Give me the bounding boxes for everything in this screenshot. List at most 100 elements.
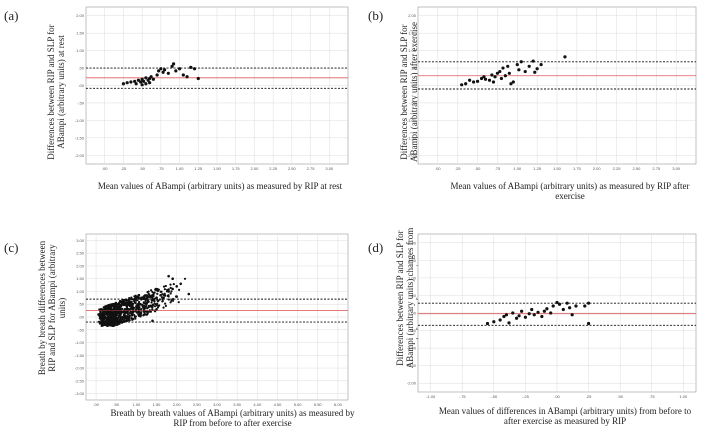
data-point bbox=[149, 75, 153, 79]
data-point bbox=[511, 311, 515, 315]
y-tick-label: -1.00 bbox=[407, 346, 417, 351]
y-tick-label: -1.00 bbox=[75, 118, 85, 123]
data-point bbox=[109, 323, 113, 327]
data-point bbox=[114, 313, 118, 316]
data-point bbox=[103, 323, 106, 327]
data-point bbox=[531, 59, 535, 63]
data-point bbox=[105, 313, 109, 316]
data-point bbox=[133, 79, 137, 83]
x-tick-label: 6.00 bbox=[334, 402, 343, 407]
x-tick-label: 1.50 bbox=[553, 166, 562, 171]
data-point bbox=[532, 313, 536, 317]
data-point bbox=[151, 294, 154, 297]
y-tick-label: -1.00 bbox=[75, 340, 85, 345]
x-tick-label: 4.00 bbox=[253, 402, 262, 407]
data-point bbox=[134, 82, 138, 86]
data-point bbox=[509, 82, 513, 86]
data-point bbox=[519, 60, 523, 64]
data-point bbox=[142, 79, 146, 83]
data-point bbox=[140, 307, 143, 311]
data-point bbox=[142, 314, 145, 317]
data-point bbox=[137, 310, 141, 313]
y-tick-label: -.50 bbox=[409, 328, 417, 333]
x-tick-label: .25 bbox=[121, 166, 127, 171]
data-point bbox=[117, 319, 120, 322]
data-point bbox=[181, 73, 185, 77]
data-point bbox=[570, 313, 574, 317]
data-point bbox=[147, 292, 150, 296]
data-point bbox=[110, 314, 114, 318]
data-point bbox=[167, 298, 171, 301]
data-point bbox=[158, 298, 161, 301]
data-point bbox=[130, 306, 134, 309]
data-point bbox=[144, 76, 148, 80]
data-point bbox=[154, 302, 157, 306]
data-point bbox=[520, 309, 524, 313]
data-point bbox=[157, 299, 160, 303]
x-tick-label: 1.25 bbox=[533, 166, 542, 171]
panel-letter-d: (d) bbox=[368, 240, 384, 255]
data-point bbox=[145, 294, 148, 297]
x-tick-label: .50 bbox=[475, 166, 481, 171]
data-point bbox=[133, 313, 136, 317]
data-point bbox=[162, 285, 166, 288]
data-point bbox=[113, 315, 116, 318]
data-point bbox=[130, 304, 133, 307]
data-point bbox=[127, 303, 130, 306]
data-point bbox=[485, 321, 490, 326]
data-point bbox=[155, 73, 159, 77]
data-point bbox=[501, 66, 505, 70]
data-point bbox=[169, 286, 172, 289]
data-point bbox=[116, 307, 119, 310]
x-tick-label: .50 bbox=[617, 394, 623, 399]
data-point bbox=[145, 305, 148, 308]
data-point bbox=[170, 64, 174, 68]
data-point bbox=[121, 307, 124, 311]
data-point bbox=[169, 301, 172, 304]
data-point bbox=[156, 306, 160, 309]
data-point bbox=[104, 305, 108, 308]
data-point bbox=[147, 310, 151, 313]
data-point bbox=[137, 314, 140, 317]
data-point bbox=[147, 295, 151, 298]
data-point bbox=[132, 299, 136, 303]
y-tick-label: 1.00 bbox=[408, 48, 417, 53]
data-point bbox=[530, 307, 534, 312]
xlabel-d: Mean values of differences in ABampi (ar… bbox=[438, 406, 692, 426]
y-tick-label: -1.50 bbox=[75, 135, 85, 140]
y-tick-label: -.50 bbox=[409, 100, 417, 105]
x-tick-label: .00 bbox=[102, 166, 108, 171]
data-point bbox=[127, 316, 130, 319]
panel-letter-c: (c) bbox=[4, 240, 19, 255]
data-point bbox=[475, 79, 480, 83]
y-tick-label: -1.00 bbox=[407, 118, 417, 123]
data-point bbox=[135, 296, 138, 299]
chart-b: .00 .25 .50 .75 1.00 1.25 1.50 1.75 2.00 2.25 2.50… bbox=[407, 6, 697, 171]
x-tick-label: .75 bbox=[158, 166, 164, 171]
data-point bbox=[515, 62, 519, 67]
data-point bbox=[479, 76, 484, 81]
data-point bbox=[151, 299, 154, 302]
data-point bbox=[151, 306, 154, 309]
data-point bbox=[139, 80, 143, 84]
data-point bbox=[565, 301, 569, 305]
x-tick-label: .00 bbox=[93, 402, 99, 407]
data-point bbox=[464, 82, 468, 86]
data-point bbox=[551, 304, 555, 308]
x-tick-label: 2.75 bbox=[652, 166, 661, 171]
data-point bbox=[162, 306, 165, 309]
data-point bbox=[523, 69, 527, 74]
data-point bbox=[134, 294, 137, 297]
data-point bbox=[138, 306, 141, 309]
data-point bbox=[153, 305, 157, 308]
data-point bbox=[109, 316, 112, 319]
data-point bbox=[149, 310, 153, 313]
data-point bbox=[169, 283, 172, 286]
data-point bbox=[155, 296, 158, 299]
data-point bbox=[167, 274, 170, 278]
data-point bbox=[499, 76, 503, 81]
xlabel-b: Mean values of ABampi (arbitrary units) … bbox=[450, 181, 690, 201]
data-point bbox=[150, 301, 153, 304]
data-point bbox=[536, 310, 540, 314]
data-point bbox=[495, 71, 500, 75]
